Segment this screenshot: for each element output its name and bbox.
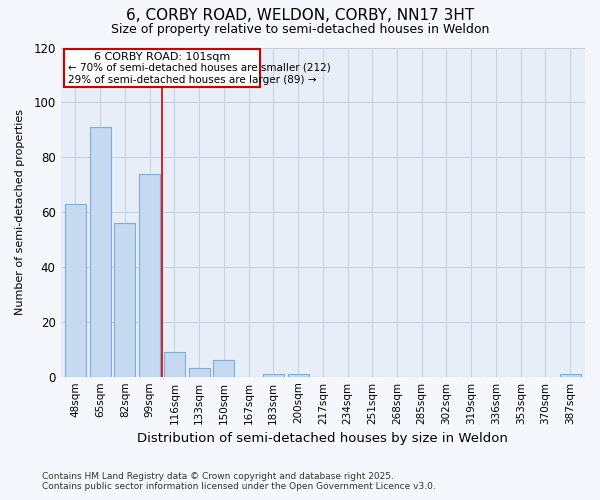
Bar [65,204,86,376]
Bar [164,352,185,376]
Bar [188,368,209,376]
Bar [263,374,284,376]
Text: Contains HM Land Registry data © Crown copyright and database right 2025.: Contains HM Land Registry data © Crown c… [42,472,394,481]
Text: Size of property relative to semi-detached houses in Weldon: Size of property relative to semi-detach… [111,22,489,36]
Bar [115,223,136,376]
X-axis label: Distribution of semi-detached houses by size in Weldon: Distribution of semi-detached houses by … [137,432,508,445]
Bar [560,374,581,376]
Bar [287,374,308,376]
Bar [139,174,160,376]
Y-axis label: Number of semi-detached properties: Number of semi-detached properties [15,109,25,315]
Bar [89,127,110,376]
Text: Contains public sector information licensed under the Open Government Licence v3: Contains public sector information licen… [42,482,436,491]
FancyBboxPatch shape [64,49,260,88]
Text: 29% of semi-detached houses are larger (89) →: 29% of semi-detached houses are larger (… [68,75,316,85]
Text: 6, CORBY ROAD, WELDON, CORBY, NN17 3HT: 6, CORBY ROAD, WELDON, CORBY, NN17 3HT [126,8,474,22]
Bar [214,360,235,376]
Text: 6 CORBY ROAD: 101sqm: 6 CORBY ROAD: 101sqm [94,52,230,62]
Text: ← 70% of semi-detached houses are smaller (212): ← 70% of semi-detached houses are smalle… [68,62,331,72]
